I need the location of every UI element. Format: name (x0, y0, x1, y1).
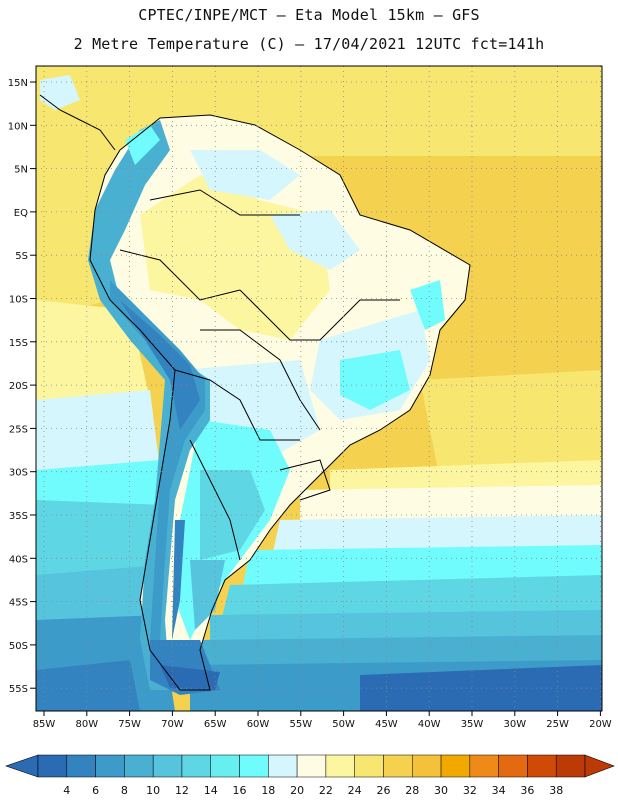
legend-value: 36 (520, 784, 534, 797)
lon-label: 45W (375, 719, 398, 730)
legend-swatch (469, 754, 499, 778)
legend-value: 16 (233, 784, 247, 797)
legend-swatch (498, 754, 528, 778)
legend-low-arrow (5, 754, 39, 778)
lon-label: 75W (118, 719, 141, 730)
temperature-field (36, 66, 602, 711)
lat-label: 15N (8, 78, 28, 89)
legend-swatch (66, 754, 96, 778)
legend-high-arrow (584, 754, 615, 778)
legend-swatch (124, 754, 154, 778)
legend-swatch (95, 754, 125, 778)
legend-value: 28 (405, 784, 419, 797)
map-title-line1: CPTEC/INPE/MCT – Eta Model 15km – GFS (138, 6, 480, 24)
lat-label: 25S (9, 424, 28, 435)
legend-swatch (354, 754, 384, 778)
coastline-borders (39, 94, 471, 691)
lat-label: 30S (9, 468, 28, 479)
legend-value: 14 (204, 784, 218, 797)
color-legend: 4 6 8 10 12 14 16 18 20 22 24 26 28 30 32 34 36 38 (5, 754, 615, 797)
legend-value: 18 (261, 784, 275, 797)
legend-value: 10 (146, 784, 160, 797)
legend-swatch (412, 754, 442, 778)
legend-swatch (181, 754, 211, 778)
lon-label: 65W (204, 719, 227, 730)
lat-label: 35S (9, 511, 28, 522)
legend-value: 20 (290, 784, 304, 797)
legend-value: 4 (63, 784, 70, 797)
lon-label: 20W (589, 719, 612, 730)
legend-value: 8 (121, 784, 128, 797)
lat-label: 10N (8, 121, 28, 132)
lat-label: 50S (9, 641, 28, 652)
lon-label: 30W (503, 719, 526, 730)
legend-swatch (152, 754, 183, 778)
legend-swatch (383, 754, 413, 778)
latitude-labels: 15N 10N 5N EQ 5S 10S 15S 20S 25S 30S 35S 40S 45S 50S 5… (8, 78, 36, 695)
legend-value: 6 (92, 784, 99, 797)
lat-label: 15S (9, 338, 28, 349)
legend-swatch (527, 754, 557, 778)
legend-value: 24 (348, 784, 362, 797)
lon-label: 85W (33, 719, 56, 730)
lat-label: 55S (9, 684, 28, 695)
legend-value: 34 (492, 784, 506, 797)
legend-value: 22 (319, 784, 333, 797)
legend-value: 12 (175, 784, 189, 797)
legend-swatch (440, 754, 471, 778)
lat-label: 5N (14, 165, 28, 176)
legend-swatch (239, 754, 269, 778)
lon-label: 70W (161, 719, 184, 730)
map-title-line2: 2 Metre Temperature (C) – 17/04/2021 12U… (73, 35, 545, 53)
legend-swatch (325, 754, 355, 778)
longitude-labels: 85W 80W 75W 70W 65W 60W 55W 50W 45W 40W 35W 30W 25W 2… (33, 711, 612, 730)
legend-swatch (268, 754, 298, 778)
legend-value: 38 (549, 784, 563, 797)
legend-swatch (555, 754, 586, 778)
lat-label: EQ (14, 208, 28, 219)
lon-label: 35W (461, 719, 484, 730)
lat-label: 45S (9, 598, 28, 609)
legend-swatch (210, 754, 240, 778)
lat-label: 5S (15, 251, 28, 262)
lat-label: 10S (9, 295, 28, 306)
lat-label: 20S (9, 381, 28, 392)
legend-value: 30 (434, 784, 448, 797)
legend-value: 32 (463, 784, 477, 797)
lon-label: 80W (75, 719, 98, 730)
legend-value: 26 (376, 784, 390, 797)
legend-swatch (37, 754, 68, 778)
legend-swatch (296, 754, 327, 778)
map-frame (35, 65, 603, 712)
lat-label: 40S (9, 554, 28, 565)
lon-label: 25W (546, 719, 569, 730)
lon-label: 60W (247, 719, 270, 730)
lon-label: 40W (418, 719, 441, 730)
lon-label: 55W (289, 719, 312, 730)
lon-label: 50W (332, 719, 355, 730)
